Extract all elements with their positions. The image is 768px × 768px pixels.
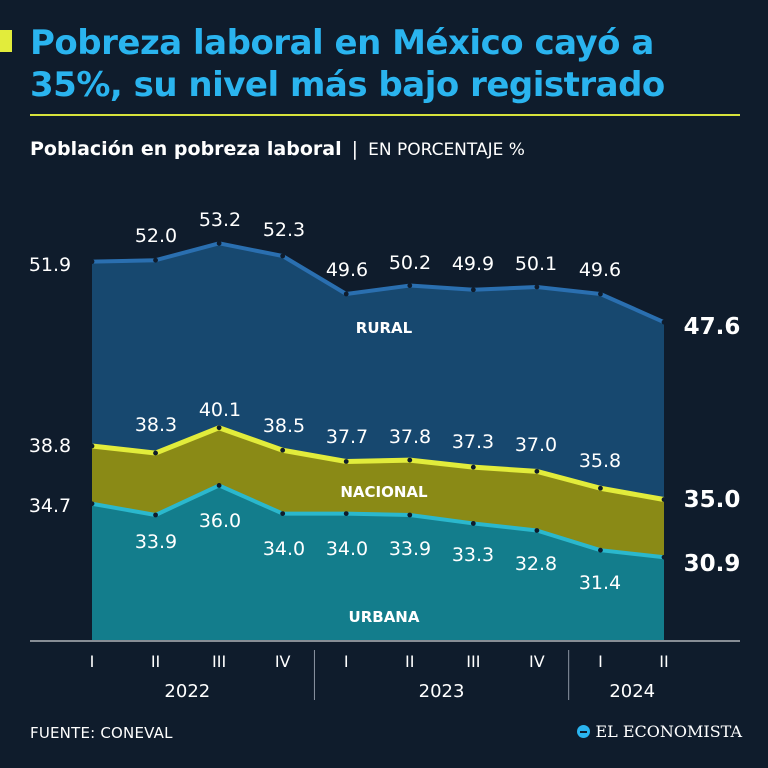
- rural-value-label: 52.3: [263, 219, 305, 241]
- rural-area: [92, 243, 664, 500]
- nacional-value-label: 35.8: [579, 450, 621, 472]
- rural-point: [153, 257, 158, 263]
- series-label-urbana: URBANA: [349, 608, 420, 626]
- brand-logo: EL ECONOMISTA: [577, 722, 742, 741]
- rural-point: [598, 291, 603, 297]
- urbana-point: [534, 528, 540, 533]
- urbana-value-label: 33.9: [135, 531, 177, 553]
- chart-subtitle: Población en pobreza laboral | EN PORCEN…: [30, 138, 525, 160]
- title-divider: [30, 114, 740, 116]
- nacional-area: [92, 427, 664, 558]
- rural-point: [470, 287, 476, 293]
- nacional-value-label: 38.3: [135, 414, 177, 436]
- nacional-value-label: 38.5: [263, 415, 305, 437]
- urbana-value-label: 34.0: [326, 538, 368, 560]
- rural-value-label: 52.0: [135, 225, 177, 247]
- rural-point: [407, 283, 413, 288]
- year-label: 2024: [609, 681, 655, 702]
- urbana-value-label: 34.0: [263, 538, 305, 560]
- source-note: FUENTE: CONEVAL: [30, 724, 173, 742]
- x-tick-label: II: [151, 652, 160, 671]
- subtitle-main: Población en pobreza laboral: [30, 138, 342, 160]
- rural-value-label: 50.2: [389, 252, 431, 274]
- x-tick-label: III: [466, 652, 480, 671]
- subtitle-separator: |: [351, 138, 359, 160]
- urbana-area: [92, 485, 664, 640]
- x-tick-label: I: [598, 652, 603, 671]
- x-tick-label: IV: [529, 652, 545, 671]
- rural-point: [343, 291, 349, 297]
- urbana-point: [89, 501, 95, 507]
- subtitle-unit: EN PORCENTAJE %: [368, 140, 525, 160]
- rural-value-label: 49.9: [452, 253, 494, 275]
- rural-value-label: 50.1: [515, 253, 557, 275]
- urbana-point: [470, 521, 476, 526]
- nacional-value-label: 40.1: [199, 399, 241, 421]
- urbana-value-label: 36.0: [199, 510, 241, 532]
- urbana-value-label: 33.9: [389, 538, 431, 560]
- urbana-point: [280, 511, 286, 516]
- rural-point: [280, 253, 286, 259]
- urbana-value-label: 34.7: [29, 495, 71, 517]
- x-tick-label: III: [212, 652, 226, 671]
- nacional-value-label: 37.8: [389, 426, 431, 448]
- nacional-point: [598, 485, 603, 491]
- year-label: 2023: [419, 681, 465, 702]
- urbana-value-label: 30.9: [684, 551, 741, 577]
- urbana-line: [91, 483, 665, 560]
- x-tick-label: I: [344, 652, 349, 671]
- nacional-point: [153, 450, 158, 456]
- urbana-point: [407, 512, 413, 518]
- nacional-point: [661, 497, 667, 502]
- nacional-point: [407, 457, 413, 463]
- nacional-point: [343, 459, 349, 464]
- nacional-value-label: 35.0: [684, 487, 741, 513]
- rural-point: [89, 259, 95, 265]
- nacional-value-label: 37.0: [515, 434, 557, 456]
- x-tick-label: IV: [275, 652, 291, 671]
- title-accent-bar: [0, 30, 12, 52]
- urbana-value-label: 31.4: [579, 572, 621, 594]
- nacional-line: [91, 425, 665, 502]
- urbana-point: [153, 512, 158, 518]
- rural-value-label: 49.6: [326, 259, 368, 281]
- rural-value-label: 53.2: [199, 209, 241, 231]
- urbana-point: [343, 511, 349, 516]
- brand-name: EL ECONOMISTA: [595, 722, 742, 741]
- x-tick-label: I: [90, 652, 95, 671]
- rural-point: [216, 240, 222, 246]
- nacional-point: [89, 443, 95, 449]
- urbana-point: [598, 547, 603, 553]
- chart-title: Pobreza laboral en México cayó a 35%, su…: [30, 23, 665, 105]
- rural-value-label: 47.6: [684, 314, 741, 340]
- x-tick-label: II: [405, 652, 414, 671]
- rural-point: [534, 284, 540, 290]
- nacional-value-label: 37.7: [326, 426, 368, 448]
- urbana-value-label: 32.8: [515, 553, 557, 575]
- nacional-point: [216, 425, 222, 431]
- urbana-value-label: 33.3: [452, 544, 494, 566]
- nacional-point: [280, 447, 286, 453]
- series-label-rural: RURAL: [356, 319, 413, 337]
- series-label-nacional: NACIONAL: [340, 483, 428, 501]
- rural-point: [661, 319, 667, 325]
- urbana-point: [661, 554, 667, 560]
- nacional-point: [470, 464, 476, 470]
- nacional-value-label: 37.3: [452, 431, 494, 453]
- year-label: 2022: [164, 681, 210, 702]
- nacional-value-label: 38.8: [29, 435, 71, 457]
- brand-icon: [577, 725, 591, 738]
- rural-value-label: 49.6: [579, 259, 621, 281]
- x-tick-label: II: [659, 652, 668, 671]
- urbana-point: [216, 483, 222, 488]
- nacional-point: [534, 468, 540, 474]
- rural-line: [91, 241, 665, 324]
- rural-value-label: 51.9: [29, 254, 71, 276]
